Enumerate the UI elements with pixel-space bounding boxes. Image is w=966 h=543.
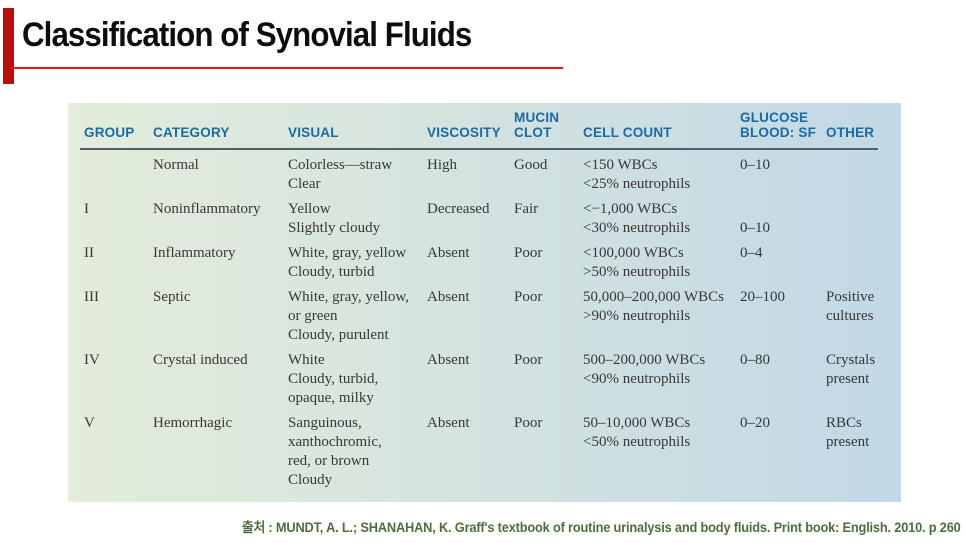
cell-visual: Yellow Slightly cloudy <box>288 201 381 236</box>
cell-other <box>826 148 901 200</box>
cell-mucin-clot: Poor <box>514 352 543 368</box>
cell-other: RBCs present <box>826 415 870 450</box>
cell-viscosity: Absent <box>427 415 470 431</box>
cell-visual: White, gray, yellow, or green Cloudy, pu… <box>288 289 409 343</box>
col-header-mucin-clot: MUCIN CLOT <box>514 110 560 140</box>
cell-cell-count: <100,000 WBCs >50% neutrophils <box>583 245 691 280</box>
cell-group: V <box>84 415 95 431</box>
cell-other <box>826 200 901 244</box>
table-row: Normal Colorless—straw Clear High Good <… <box>68 148 901 200</box>
col-header-group: GROUP <box>84 125 135 140</box>
cell-viscosity: Absent <box>427 245 470 261</box>
cell-other: Crystals present <box>826 352 876 387</box>
cell-glucose: 0–4 <box>740 245 763 261</box>
cell-viscosity: Absent <box>427 289 470 305</box>
cell-viscosity: Decreased <box>427 201 490 217</box>
cell-visual: White, gray, yellow Cloudy, turbid <box>288 245 407 280</box>
cell-group: III <box>84 289 99 305</box>
cell-group: I <box>84 201 89 217</box>
cell-cell-count: 50–10,000 WBCs <50% neutrophils <box>583 415 691 450</box>
page-title: Classification of Synovial Fluids <box>22 16 472 54</box>
cell-visual: Sanguinous, xanthochromic, red, or brown… <box>288 415 382 488</box>
cell-cell-count: <−1,000 WBCs <30% neutrophils <box>583 201 691 236</box>
cell-visual: White Cloudy, turbid, opaque, milky <box>288 352 379 406</box>
cell-category: Septic <box>153 289 191 305</box>
source-citation: 출처 : MUNDT, A. L.; SHANAHAN, K. Graff's … <box>242 520 961 535</box>
cell-cell-count: 500–200,000 WBCs <90% neutrophils <box>583 352 706 387</box>
col-header-viscosity: VISCOSITY <box>427 125 501 140</box>
title-accent-bar <box>3 8 14 84</box>
cell-category: Hemorrhagic <box>153 415 233 431</box>
cell-mucin-clot: Poor <box>514 245 543 261</box>
cell-mucin-clot: Poor <box>514 289 543 305</box>
col-header-other: OTHER <box>826 125 875 140</box>
cell-glucose: 0–10 <box>740 157 770 173</box>
cell-group <box>68 148 153 200</box>
cell-mucin-clot: Poor <box>514 415 543 431</box>
cell-cell-count: <150 WBCs <25% neutrophils <box>583 157 691 192</box>
col-header-category: CATEGORY <box>153 125 230 140</box>
cell-viscosity: Absent <box>427 352 470 368</box>
col-header-visual: VISUAL <box>288 125 339 140</box>
table-row: I Noninflammatory Yellow Slightly cloudy… <box>68 200 901 244</box>
cell-mucin-clot: Good <box>514 157 548 173</box>
table-row: V Hemorrhagic Sanguinous, xanthochromic,… <box>68 414 901 496</box>
cell-mucin-clot: Fair <box>514 201 539 217</box>
cell-category: Crystal induced <box>153 352 248 368</box>
cell-other <box>826 244 901 288</box>
cell-cell-count: 50,000–200,000 WBCs >90% neutrophils <box>583 289 724 324</box>
cell-glucose: 0–20 <box>740 415 770 431</box>
table-row: II Inflammatory White, gray, yellow Clou… <box>68 244 901 288</box>
cell-group: IV <box>84 352 100 368</box>
cell-viscosity: High <box>427 157 457 173</box>
cell-group: II <box>84 245 94 261</box>
cell-other: Positive cultures <box>826 289 875 324</box>
table-header-row: GROUP CATEGORY VISUAL VISCOSITY MUCIN CL… <box>68 103 901 148</box>
table-row: IV Crystal induced White Cloudy, turbid,… <box>68 351 901 414</box>
header-rule <box>80 148 878 150</box>
col-header-cell-count: CELL COUNT <box>583 125 672 140</box>
classification-table: GROUP CATEGORY VISUAL VISCOSITY MUCIN CL… <box>68 103 901 496</box>
col-header-glucose: GLUCOSE BLOOD: SF <box>740 110 817 140</box>
synovial-fluids-table-panel: GROUP CATEGORY VISUAL VISCOSITY MUCIN CL… <box>68 103 901 502</box>
cell-visual: Colorless—straw Clear <box>288 157 393 192</box>
cell-glucose: 0–80 <box>740 352 770 368</box>
cell-category: Noninflammatory <box>153 201 261 217</box>
cell-glucose: 20–100 <box>740 289 785 305</box>
cell-category: Inflammatory <box>153 245 236 261</box>
cell-category: Normal <box>153 157 199 173</box>
cell-glucose: 0–10 <box>740 220 770 236</box>
title-underline <box>10 67 563 69</box>
table-row: III Septic White, gray, yellow, or green… <box>68 288 901 351</box>
